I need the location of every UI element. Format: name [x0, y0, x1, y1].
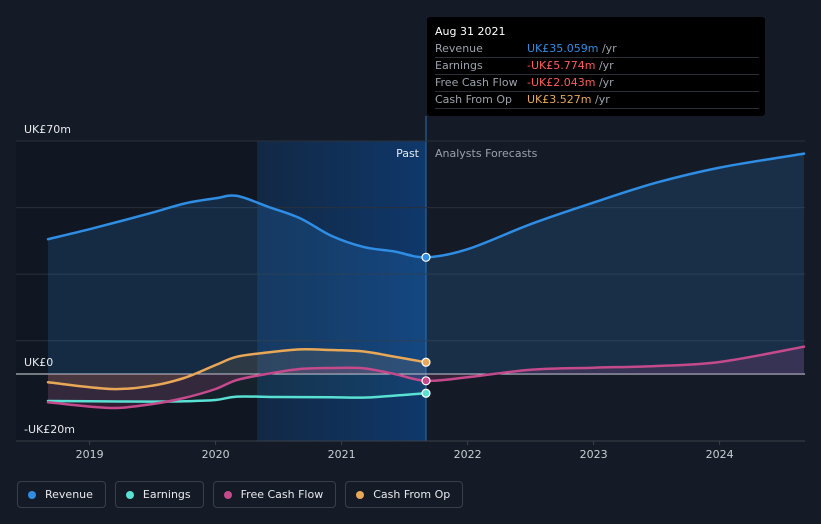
tooltip-date: Aug 31 2021	[435, 25, 506, 38]
legend-label: Free Cash Flow	[240, 488, 324, 501]
past-label: Past	[396, 147, 420, 160]
tooltip-fcf-label: Free Cash Flow	[435, 76, 518, 89]
y-axis-top-label: UK£70m	[24, 123, 71, 136]
x-tick-label: 2024	[706, 448, 734, 461]
chart-legend: Revenue Earnings Free Cash Flow Cash Fro…	[17, 481, 464, 508]
tooltip-row-cash-from-op: Cash From Op UK£3.527m /yr	[435, 93, 759, 110]
tooltip-revenue-label: Revenue	[435, 42, 483, 55]
data-point-free-cash-flow	[421, 376, 431, 386]
tooltip-earnings-value: -UK£5.774m /yr	[527, 59, 614, 72]
series-area-revenue	[48, 153, 804, 374]
series-line-free-cash-flow	[46, 345, 806, 410]
legend-dot	[125, 490, 134, 499]
y-axis-bottom-label: -UK£20m	[24, 423, 75, 436]
series-area-cash-from-op	[48, 349, 426, 390]
tooltip-row-free-cash-flow: Free Cash Flow -UK£2.043m /yr	[435, 76, 759, 93]
legend-dot	[356, 490, 365, 499]
x-tick-label: 2020	[202, 448, 230, 461]
series-line-earnings	[46, 391, 428, 403]
data-point-revenue	[421, 252, 431, 262]
x-tick-label: 2022	[454, 448, 482, 461]
x-tick-label: 2021	[328, 448, 356, 461]
data-point-cash-from-op	[421, 357, 431, 367]
legend-item-free-cash-flow[interactable]: Free Cash Flow	[212, 481, 337, 508]
x-tick-label: 2023	[580, 448, 608, 461]
series-area-earnings	[48, 374, 426, 402]
legend-item-revenue[interactable]: Revenue	[17, 481, 106, 508]
highlight-region	[257, 141, 426, 441]
tooltip-revenue-value: UK£35.059m /yr	[527, 42, 617, 55]
tooltip-earnings-label: Earnings	[435, 59, 483, 72]
legend-item-earnings[interactable]: Earnings	[114, 481, 204, 508]
data-point-earnings	[421, 388, 431, 398]
data-tooltip: Aug 31 2021 Revenue UK£35.059m /yr Earni…	[427, 17, 765, 116]
tooltip-row-revenue: Revenue UK£35.059m /yr	[435, 42, 759, 59]
legend-label: Revenue	[45, 488, 93, 501]
tooltip-divider	[435, 108, 759, 109]
tooltip-row-earnings: Earnings -UK£5.774m /yr	[435, 59, 759, 76]
legend-label: Cash From Op	[373, 488, 451, 501]
legend-item-cash-from-op[interactable]: Cash From Op	[345, 481, 464, 508]
series-line-revenue	[46, 152, 806, 259]
legend-dot	[28, 490, 36, 499]
legend-dot	[223, 490, 232, 499]
series-line-cash-from-op	[46, 348, 428, 391]
x-tick-label: 2019	[76, 448, 104, 461]
tooltip-divider	[435, 91, 759, 92]
y-axis-zero-label: UK£0	[24, 356, 53, 369]
tooltip-divider	[435, 74, 759, 75]
legend-label: Earnings	[142, 488, 191, 501]
tooltip-cfo-value: UK£3.527m /yr	[527, 93, 610, 106]
forecast-label: Analysts Forecasts	[435, 147, 538, 160]
tooltip-divider	[435, 57, 759, 58]
tooltip-cfo-label: Cash From Op	[435, 93, 513, 106]
tooltip-fcf-value: -UK£2.043m /yr	[527, 76, 614, 89]
